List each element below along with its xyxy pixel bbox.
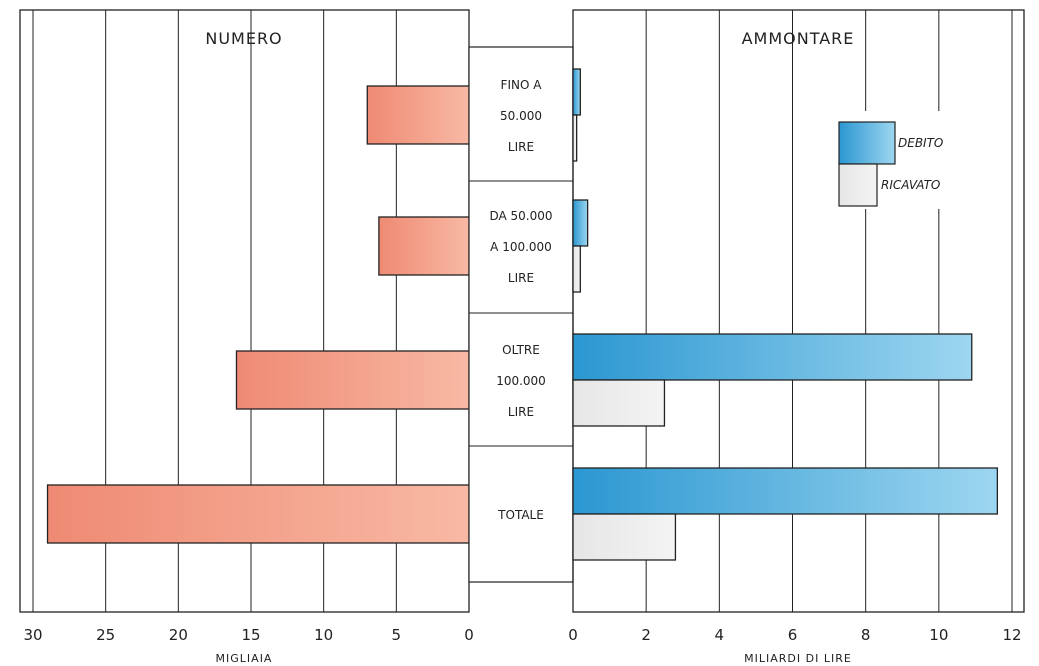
debito-bar (572, 333, 973, 381)
category-label: LIRE (508, 405, 534, 419)
numero-tick-label: 30 (23, 626, 42, 644)
legend-label-ricavato: RICAVATO (881, 178, 940, 192)
numero-bar (46, 484, 470, 544)
category-labels: FINO A 50.000 LIRE DA 50.000 A 100.000 LIRE OL… (489, 78, 552, 522)
numero-axis-label: MIGLIAIA (216, 652, 273, 665)
numero-tick-labels: 30 25 20 15 10 5 0 (23, 626, 473, 644)
legend-swatch-ricavato (838, 163, 878, 207)
numero-tick-label: 20 (169, 626, 188, 644)
category-label: 50.000 (500, 109, 542, 123)
ammontare-frame (572, 9, 1025, 613)
numero-tick-label: 5 (392, 626, 402, 644)
debito-bar (572, 68, 581, 116)
ammontare-bars (572, 68, 999, 561)
category-label: DA 50.000 (489, 209, 552, 223)
ammontare-axis-label: MILIARDI DI LIRE (744, 652, 852, 665)
ammontare-tick-label: 2 (641, 626, 651, 644)
ricavato-bar (572, 513, 677, 561)
ammontare-tick-label: 0 (568, 626, 578, 644)
category-column-frame (468, 46, 574, 583)
ricavato-bar (572, 245, 581, 293)
category-label: 100.000 (496, 374, 546, 388)
ammontare-panel: AMMONTARE DEBITO RICAVATO 0 2 4 6 8 10 12 MILI… (568, 9, 1025, 665)
category-label: LIRE (508, 140, 534, 154)
numero-tick-label: 15 (241, 626, 260, 644)
numero-bar (366, 85, 470, 145)
category-label: TOTALE (497, 508, 544, 522)
ricavato-bar (572, 114, 578, 162)
debito-bar (572, 467, 999, 515)
category-label: FINO A (501, 78, 543, 92)
category-label: LIRE (508, 271, 534, 285)
ricavato-bar (572, 379, 666, 427)
category-label: OLTRE (502, 343, 540, 357)
legend-swatch-debito (838, 121, 896, 165)
ammontare-tick-label: 6 (788, 626, 798, 644)
legend: DEBITO RICAVATO (825, 111, 965, 209)
numero-tick-label: 0 (464, 626, 474, 644)
category-column: FINO A 50.000 LIRE DA 50.000 A 100.000 LIRE OL… (468, 46, 574, 583)
debito-bar (572, 199, 589, 247)
legend-label-debito: DEBITO (898, 136, 943, 150)
ammontare-tick-labels: 0 2 4 6 8 10 12 (568, 626, 1021, 644)
numero-tick-label: 10 (314, 626, 333, 644)
ammontare-tick-label: 12 (1002, 626, 1021, 644)
ammontare-tick-label: 10 (929, 626, 948, 644)
ammontare-tick-label: 4 (715, 626, 725, 644)
numero-bars (46, 85, 470, 544)
ammontare-tick-label: 8 (861, 626, 871, 644)
numero-bar (378, 216, 470, 276)
category-label: A 100.000 (490, 240, 552, 254)
numero-title: NUMERO (205, 29, 282, 48)
numero-tick-label: 25 (96, 626, 115, 644)
ammontare-title: AMMONTARE (742, 29, 855, 48)
numero-panel: NUMERO 30 25 20 15 10 5 0 MIGLIAIA (19, 9, 474, 665)
numero-bar (235, 350, 470, 410)
